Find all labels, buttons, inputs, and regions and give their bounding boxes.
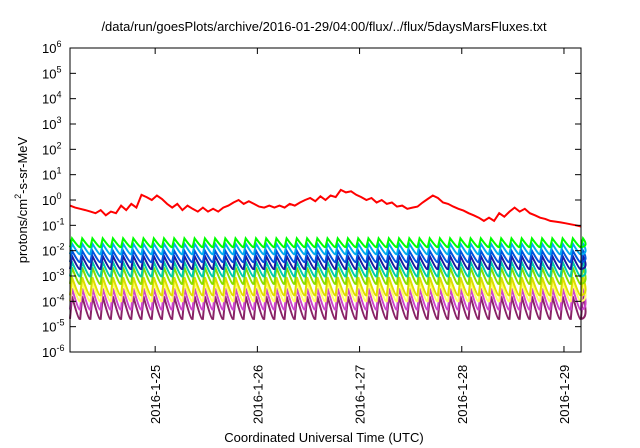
y-tick-base: 10	[42, 41, 56, 56]
sawtooth-series-line	[69, 296, 587, 320]
y-tick-exponent: 5	[56, 64, 61, 74]
sawtooth-series-line	[69, 236, 587, 249]
y-tick-exponent: -5	[56, 318, 64, 328]
y-tick-label: 104	[42, 90, 61, 107]
y-tick-exponent: -3	[56, 267, 64, 277]
y-tick-exponent: 1	[56, 166, 61, 176]
y-tick-base: 10	[42, 193, 56, 208]
x-tick-label: 2016-1-25	[148, 365, 163, 424]
y-tick-exponent: -1	[56, 216, 64, 226]
y-axis-label-post: -s-sr-MeV	[15, 136, 30, 193]
y-axis-label-pre: protons/cm	[15, 199, 30, 263]
y-axis-label: protons/cm2-s-sr-MeV	[13, 136, 30, 263]
y-tick-label: 10-2	[42, 242, 64, 259]
y-tick-label: 102	[42, 140, 61, 157]
y-tick-label: 10-4	[42, 292, 64, 309]
x-tick-label: 2016-1-29	[557, 365, 572, 424]
y-tick-label: 103	[42, 115, 61, 132]
y-tick-label: 101	[42, 166, 61, 183]
y-tick-exponent: 0	[56, 191, 61, 201]
y-tick-exponent: 6	[56, 39, 61, 49]
y-tick-base: 10	[42, 294, 56, 309]
x-axis-label: Coordinated Universal Time (UTC)	[224, 430, 423, 445]
y-tick-label: 10-6	[42, 343, 64, 360]
y-tick-label: 10-1	[42, 216, 64, 233]
y-tick-label: 106	[42, 39, 61, 56]
sawtooth-series-line	[69, 247, 587, 264]
y-tick-exponent: -6	[56, 343, 64, 353]
sawtooth-series-line	[69, 252, 587, 270]
y-axis: 10-610-510-410-310-210-11001011021031041…	[42, 39, 581, 360]
x-axis: 2016-1-25 2016-1-26 2016-1-27 2016-1-28 2016…	[148, 48, 572, 424]
y-tick-base: 10	[42, 244, 56, 259]
y-tick-exponent: 2	[56, 140, 61, 150]
x-tick-label: 2016-1-27	[353, 365, 368, 424]
y-tick-base: 10	[42, 117, 56, 132]
sawtooth-series-line	[69, 288, 587, 311]
sawtooth-series-line	[69, 240, 587, 256]
sawtooth-series-line	[69, 276, 587, 297]
x-tick-label: 2016-1-28	[455, 365, 470, 424]
y-tick-exponent: 3	[56, 115, 61, 125]
red-series-line	[69, 188, 582, 228]
sawtooth-series-line	[69, 267, 587, 285]
series-layer	[69, 188, 587, 320]
y-tick-exponent: 4	[56, 90, 61, 100]
y-tick-label: 105	[42, 64, 61, 81]
y-axis-label-sup: 2	[13, 194, 23, 199]
y-tick-base: 10	[42, 345, 56, 360]
y-tick-exponent: -2	[56, 242, 64, 252]
y-tick-base: 10	[42, 168, 56, 183]
y-tick-label: 10-3	[42, 267, 64, 284]
y-tick-base: 10	[42, 66, 56, 81]
sawtooth-series-line	[69, 281, 587, 303]
y-tick-base: 10	[42, 142, 56, 157]
y-tick-base: 10	[42, 92, 56, 107]
chart-title: /data/run/goesPlots/archive/2016-01-29/0…	[101, 19, 547, 34]
x-tick-label: 2016-1-26	[250, 365, 265, 424]
y-tick-label: 100	[42, 191, 61, 208]
y-tick-base: 10	[42, 269, 56, 284]
y-tick-label: 10-5	[42, 318, 64, 335]
y-tick-base: 10	[42, 218, 56, 233]
y-tick-exponent: -4	[56, 292, 64, 302]
y-tick-base: 10	[42, 320, 56, 335]
sawtooth-series-line	[69, 258, 587, 278]
